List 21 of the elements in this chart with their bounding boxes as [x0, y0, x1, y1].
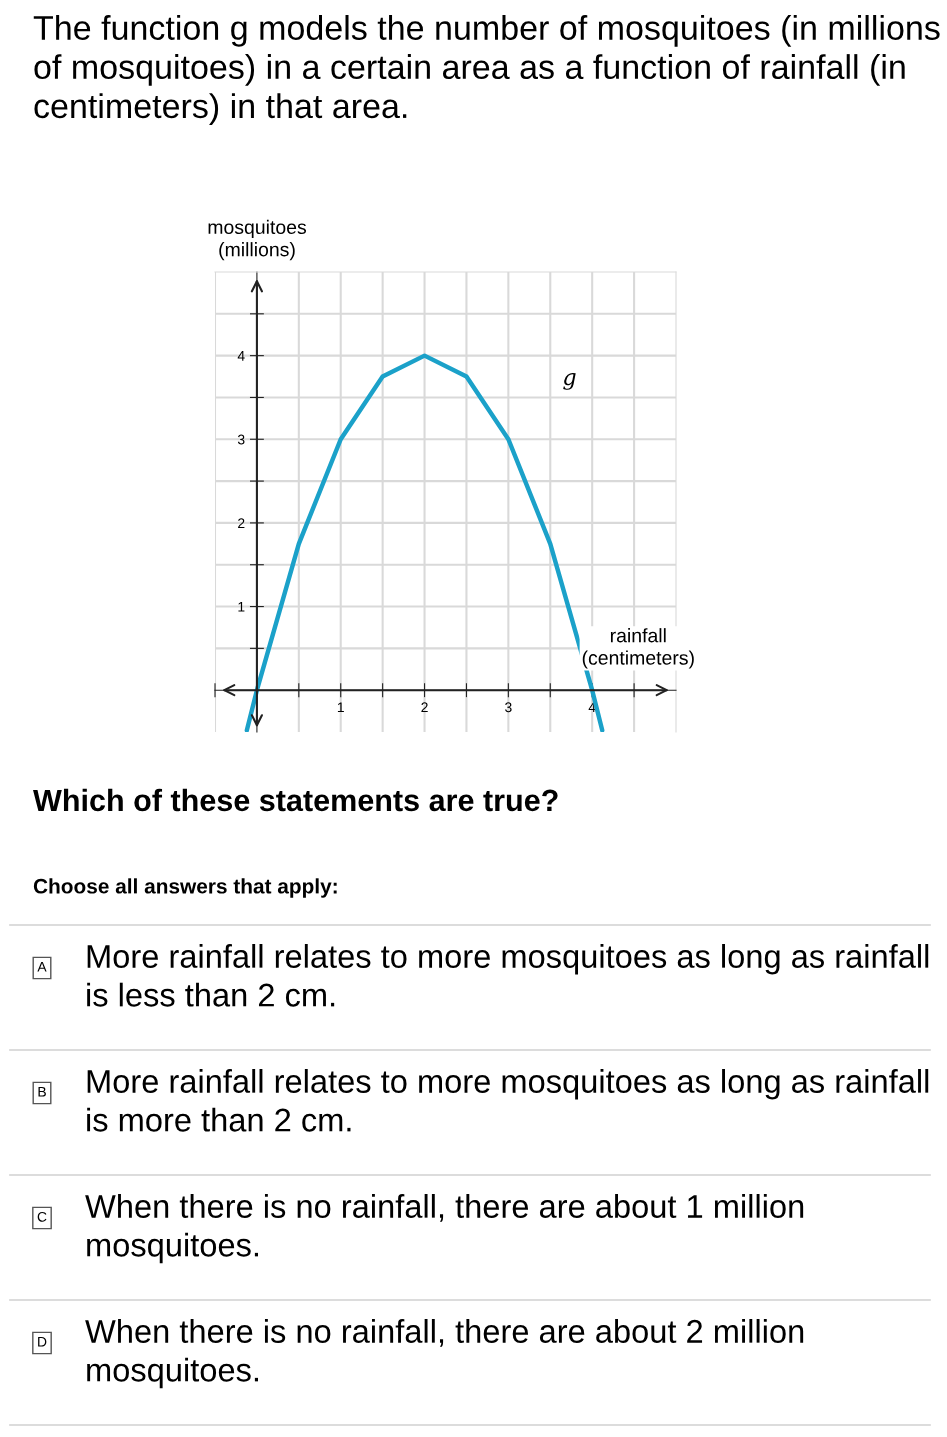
y-tick-label: 1	[238, 602, 245, 612]
text: When there is no rainfall, there are about 2 million mosquitoes.	[85, 1319, 804, 1389]
text: A	[37, 962, 47, 972]
text: D	[38, 1337, 47, 1347]
text: C	[37, 1211, 47, 1222]
text: Choose all answers that apply:	[33, 878, 337, 898]
text: More rainfall relates to more mosquitoes as long as rainfall is less than 2 cm.	[87, 944, 929, 1007]
text: Which of these statements are true?	[33, 788, 558, 812]
y-tick-label: 2	[238, 518, 245, 528]
text: When there is no rainfall, there are about 1 million mosquitoes.	[85, 1194, 804, 1264]
y-axis-title: mosquitoes (millions)	[208, 219, 307, 261]
text: More rainfall relates to more mosquitoes as long as rainfall is more than 2 cm.	[87, 1069, 929, 1132]
chart-title: The function g models the number of mosquitoes (in millions of mosquitoes) in a certain area as a function of rainfall (in centimeters) in that area.	[33, 15, 940, 125]
x-tick-label: 2	[421, 702, 428, 713]
text: B	[38, 1087, 46, 1097]
x-axis-title: rainfall (centimeters)	[582, 628, 694, 669]
annotation: g	[563, 373, 576, 390]
x-tick-label: 3	[505, 702, 512, 713]
x-tick-label: 1	[337, 702, 344, 713]
y-tick-label: 3	[237, 434, 245, 445]
y-tick-label: 4	[237, 351, 245, 361]
